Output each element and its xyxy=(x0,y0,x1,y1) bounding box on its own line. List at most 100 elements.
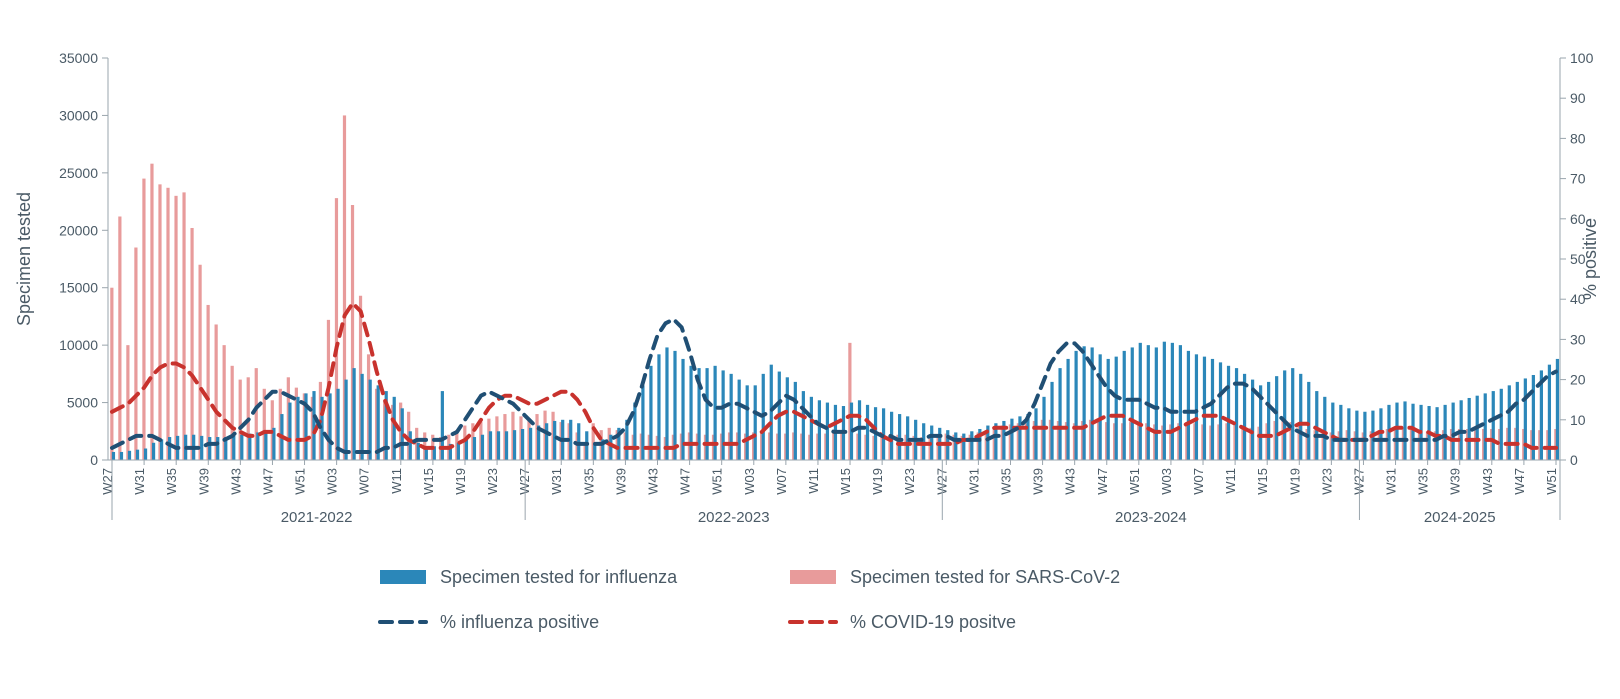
x-tick-label: W07 xyxy=(1191,468,1206,495)
x-tick-label: W11 xyxy=(389,468,404,494)
yl-tick-label: 0 xyxy=(90,452,98,468)
influenza-bar xyxy=(1379,408,1382,460)
x-tick-label: W15 xyxy=(1255,468,1270,495)
influenza-bar xyxy=(361,374,364,460)
x-tick-label: W19 xyxy=(453,468,468,495)
x-tick-label: W23 xyxy=(485,468,500,495)
influenza-bar xyxy=(1123,351,1126,460)
influenza-bar xyxy=(1058,368,1061,460)
influenza-bar xyxy=(328,393,331,460)
influenza-bar xyxy=(1291,368,1294,460)
influenza-bar xyxy=(1163,342,1166,460)
x-tick-label: W43 xyxy=(1063,468,1078,495)
y-right-title: % positive xyxy=(1580,218,1600,300)
influenza-bar xyxy=(1010,419,1013,460)
influenza-bar xyxy=(545,423,548,460)
influenza-bar xyxy=(665,347,668,460)
influenza-bar xyxy=(1315,391,1318,460)
influenza-bar xyxy=(1347,408,1350,460)
x-tick-label: W19 xyxy=(1287,468,1302,495)
influenza-bar xyxy=(633,403,636,460)
influenza-bar xyxy=(120,452,123,460)
influenza-bar xyxy=(746,385,749,460)
yl-tick-label: 35000 xyxy=(59,50,98,66)
x-tick-label: W39 xyxy=(1448,468,1463,495)
x-tick-label: W15 xyxy=(838,468,853,495)
influenza-bar xyxy=(473,437,476,460)
influenza-bar xyxy=(1227,366,1230,460)
influenza-bar xyxy=(1411,404,1414,460)
influenza-bar xyxy=(1195,354,1198,460)
influenza-bar xyxy=(1516,382,1519,460)
chart-svg: 0500010000150002000025000300003500001020… xyxy=(0,0,1620,699)
influenza-bar xyxy=(256,432,259,460)
influenza-bar xyxy=(369,380,372,460)
influenza-bar xyxy=(625,420,628,460)
influenza-bar xyxy=(802,391,805,460)
influenza-bar xyxy=(1331,403,1334,460)
influenza-bar xyxy=(649,366,652,460)
influenza-bar xyxy=(962,434,965,460)
x-tick-label: W23 xyxy=(902,468,917,495)
x-tick-label: W11 xyxy=(1223,468,1238,494)
sars-bar xyxy=(150,164,153,460)
influenza-bar xyxy=(1355,411,1358,460)
yl-tick-label: 25000 xyxy=(59,165,98,181)
influenza-bar xyxy=(898,414,901,460)
legend-label-influenza-bar: Specimen tested for influenza xyxy=(440,567,678,587)
influenza-bar xyxy=(858,400,861,460)
yl-tick-label: 10000 xyxy=(59,337,98,353)
influenza-bar xyxy=(1556,359,1559,460)
influenza-bar xyxy=(1050,382,1053,460)
influenza-bar xyxy=(1299,374,1302,460)
influenza-bar xyxy=(770,365,773,460)
influenza-bar xyxy=(144,449,147,460)
season-label: 2022-2023 xyxy=(698,509,770,526)
influenza-bar xyxy=(1171,343,1174,460)
season-label: 2023-2024 xyxy=(1115,509,1187,526)
yr-tick-label: 30 xyxy=(1570,331,1586,347)
yr-tick-label: 10 xyxy=(1570,412,1586,428)
influenza-bar xyxy=(409,431,412,460)
influenza-bar-swatch xyxy=(380,570,426,584)
x-tick-label: W43 xyxy=(228,468,243,495)
influenza-bar xyxy=(705,368,708,460)
influenza-bar xyxy=(312,391,315,460)
influenza-bar xyxy=(738,380,741,460)
yr-tick-label: 100 xyxy=(1570,50,1594,66)
influenza-bar xyxy=(1363,412,1366,460)
influenza-bar xyxy=(457,443,460,460)
sars-bar xyxy=(207,305,210,460)
x-tick-label: W15 xyxy=(421,468,436,495)
sars-bar xyxy=(174,196,177,460)
influenza-bar xyxy=(1500,389,1503,460)
y-left-title: Specimen tested xyxy=(14,192,34,326)
sars-bar xyxy=(190,228,193,460)
sars-bar xyxy=(158,184,161,460)
x-tick-label: W35 xyxy=(998,468,1013,495)
influenza-bar xyxy=(489,431,492,460)
influenza-bar xyxy=(1131,347,1134,460)
influenza-bar xyxy=(1267,382,1270,460)
influenza-bar xyxy=(1219,362,1222,460)
influenza-bar xyxy=(168,437,171,460)
influenza-bar xyxy=(128,451,131,460)
influenza-bar xyxy=(1034,408,1037,460)
influenza-bar xyxy=(1452,403,1455,460)
x-tick-label: W11 xyxy=(806,468,821,494)
yr-tick-label: 80 xyxy=(1570,130,1586,146)
influenza-bar xyxy=(673,351,676,460)
influenza-bar xyxy=(1211,359,1214,460)
season-label: 2024-2025 xyxy=(1424,509,1496,526)
influenza-bar xyxy=(1548,365,1551,460)
influenza-bar xyxy=(954,432,957,460)
yl-tick-label: 30000 xyxy=(59,107,98,123)
chart-bg xyxy=(0,0,1620,699)
influenza-bar xyxy=(826,403,829,460)
influenza-bar xyxy=(393,397,396,460)
x-tick-label: W47 xyxy=(1095,468,1110,495)
legend-item-influenza-bar: Specimen tested for influenza xyxy=(380,567,678,587)
yl-tick-label: 5000 xyxy=(67,395,98,411)
x-tick-label: W03 xyxy=(1159,468,1174,495)
influenza-bar xyxy=(296,397,299,460)
